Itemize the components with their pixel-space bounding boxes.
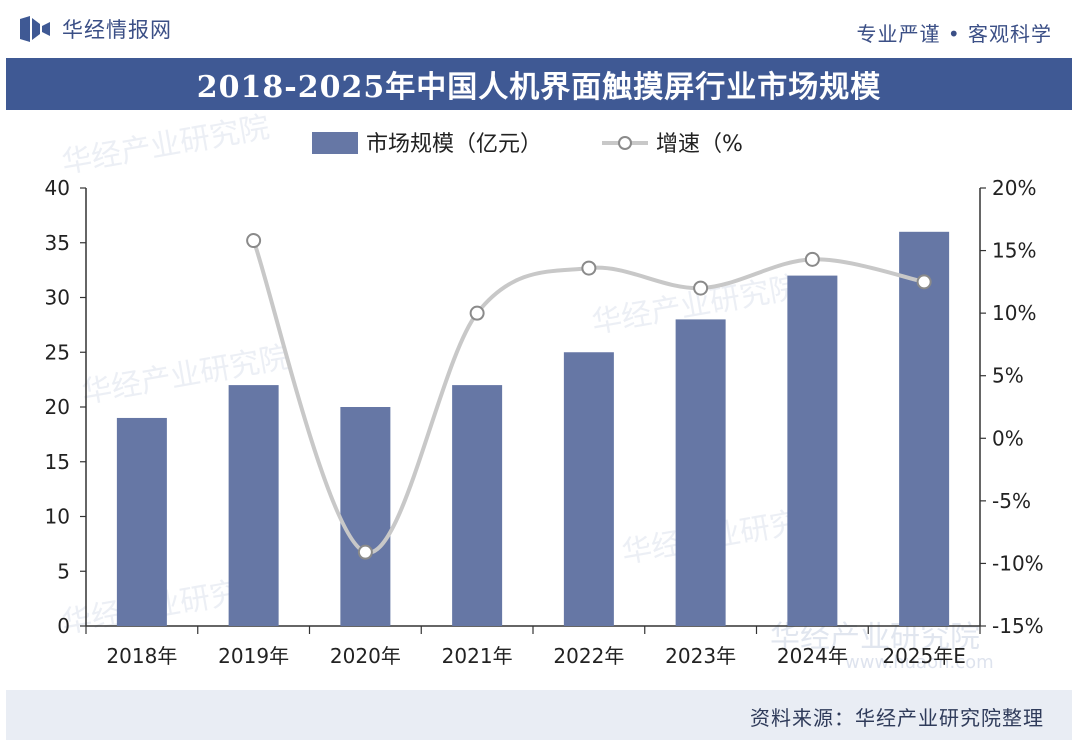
slogan: 专业严谨 • 客观科学: [856, 22, 1052, 46]
growth-point: [916, 274, 932, 290]
y-right-tick-label: 0%: [992, 426, 1024, 450]
legend-line-marker: [618, 136, 632, 150]
bar: [340, 407, 391, 626]
legend-bar-swatch: [312, 132, 358, 154]
y-right-tick-label: 15%: [992, 239, 1036, 263]
growth-point: [357, 544, 373, 560]
y-right-tick-label: 20%: [992, 176, 1036, 200]
chart-title: 2018-2025年中国人机界面触摸屏行业市场规模: [196, 70, 882, 105]
x-tick-label: 2020年: [330, 644, 401, 668]
bar: [563, 352, 614, 626]
x-tick-label: 2022年: [553, 644, 624, 668]
legend-line-label: 增速（%: [656, 132, 743, 157]
source-note: 资料来源：华经产业研究院整理: [750, 706, 1044, 730]
footer-band: 资料来源：华经产业研究院整理: [6, 690, 1072, 740]
growth-point: [804, 251, 820, 267]
y-left-tick-label: 15: [45, 450, 70, 474]
x-tick-label: 2024年: [777, 644, 848, 668]
y-left-tick-label: 25: [45, 340, 70, 364]
y-right-tick-label: -15%: [992, 614, 1044, 638]
y-right-tick-label: 5%: [992, 364, 1024, 388]
y-left-tick-label: 35: [45, 231, 70, 255]
bar: [675, 319, 726, 626]
logo-icon: [20, 16, 50, 42]
y-left-tick-label: 5: [57, 559, 70, 583]
growth-line: [251, 239, 925, 555]
header-bar: 华经情报网 专业严谨 • 客观科学: [0, 0, 1080, 58]
logo: 华经情报网: [18, 14, 172, 44]
y-right-tick-label: -10%: [992, 551, 1044, 575]
bar: [452, 385, 503, 626]
y-left-tick-label: 20: [45, 395, 70, 419]
growth-point: [693, 280, 709, 296]
bar: [228, 385, 279, 626]
bar: [116, 417, 167, 626]
growth-point: [581, 260, 597, 276]
y-right-tick-label: 10%: [992, 301, 1036, 325]
y-left-tick-label: 40: [45, 176, 70, 200]
chart-area: 0 5 10 15 20 25 30 35 40 -15% -10% -5% 0% 5% 10% 15% 20%…: [45, 132, 1044, 668]
x-tick-label: 2023年: [665, 644, 736, 668]
x-tick-label: 2019年: [218, 644, 289, 668]
y-left-tick-label: 0: [57, 614, 70, 638]
bar: [899, 231, 950, 627]
x-tick-label: 2021年: [442, 644, 513, 668]
title-band: 2018-2025年中国人机界面触摸屏行业市场规模: [6, 58, 1072, 110]
legend-bar-label: 市场规模（亿元）: [366, 132, 542, 157]
y-left-tick-label: 10: [45, 505, 70, 529]
bar: [787, 275, 838, 626]
x-tick-label: 2025年E: [882, 644, 966, 668]
y-right-tick-label: -5%: [992, 489, 1031, 513]
y-left-tick-label: 30: [45, 286, 70, 310]
growth-point: [246, 233, 262, 249]
brand-name: 华经情报网: [62, 18, 172, 42]
growth-point: [469, 305, 485, 321]
x-tick-label: 2018年: [106, 644, 177, 668]
